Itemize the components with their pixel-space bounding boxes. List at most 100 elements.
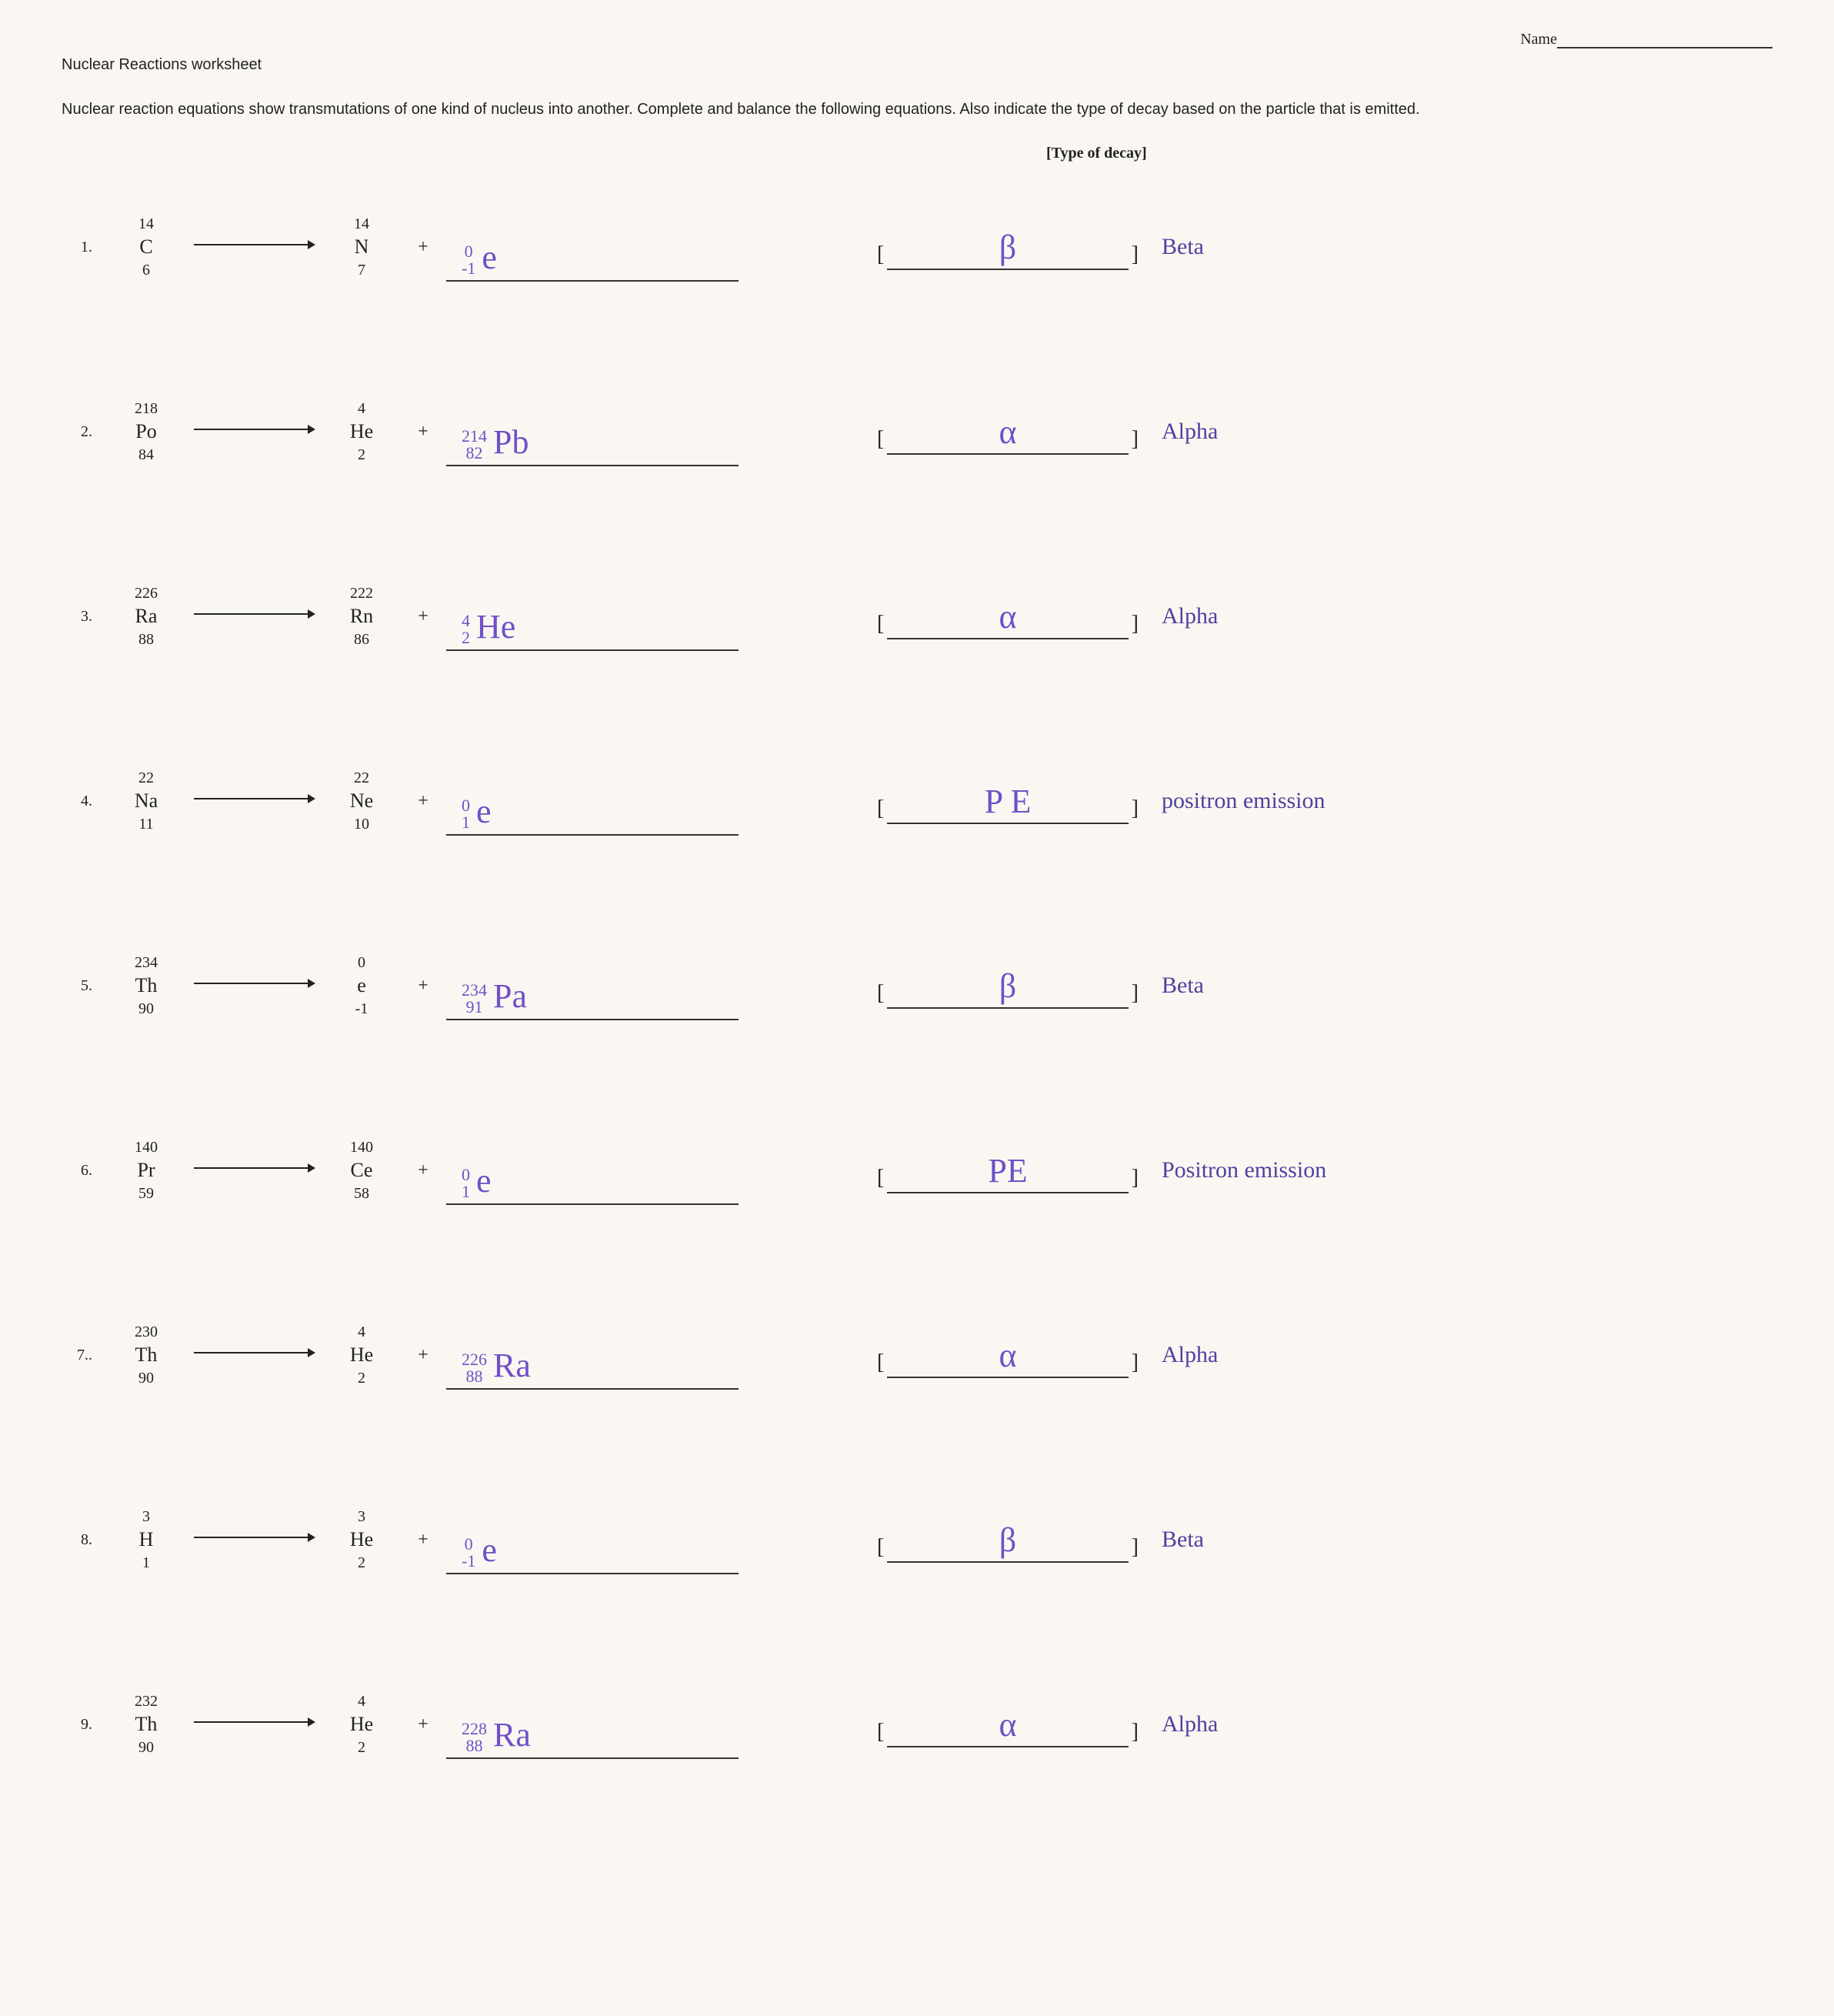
row-number: 8. [62, 1531, 108, 1549]
answer-blank[interactable]: 214 82 Pb [446, 420, 739, 466]
atomic-number: 2 [358, 445, 365, 465]
answer-mass: 228 [462, 1721, 487, 1737]
answer-blank[interactable]: 234 91 Pa [446, 974, 739, 1020]
decay-word: Alpha [1162, 603, 1218, 629]
atomic-number: 90 [138, 1368, 154, 1388]
answer-blank[interactable]: 0 -1 e [446, 1528, 739, 1574]
bracket-left: [ [877, 242, 884, 270]
element-symbol: N [355, 234, 369, 260]
answer-blank[interactable]: 0 1 e [446, 1159, 739, 1205]
decay-word: positron emission [1162, 788, 1325, 814]
reactant-nuclide: 22 Na 11 [108, 768, 185, 834]
decay-type-box: [ α ] [877, 1332, 1139, 1378]
element-symbol: Po [135, 419, 156, 445]
decay-blank[interactable]: α [887, 593, 1128, 639]
element-symbol: He [350, 1342, 373, 1368]
answer-z: -1 [462, 1553, 475, 1570]
mass-number: 14 [138, 214, 154, 234]
decay-symbol: P E [985, 782, 1032, 821]
plus-sign: + [400, 1160, 446, 1181]
element-symbol: Ne [350, 788, 373, 814]
bracket-left: [ [877, 427, 884, 455]
row-number: 9. [62, 1716, 108, 1734]
decay-blank[interactable]: P E [887, 778, 1128, 824]
decay-word: Beta [1162, 1527, 1204, 1553]
atomic-number: 2 [358, 1737, 365, 1757]
decay-word: Alpha [1162, 419, 1218, 445]
product-nuclide: 14 N 7 [323, 214, 400, 280]
atomic-number: 10 [354, 814, 369, 834]
reactant-nuclide: 234 Th 90 [108, 953, 185, 1019]
decay-type-box: [ β ] [877, 963, 1139, 1009]
answer-symbol: Ra [493, 1715, 531, 1754]
atomic-number: 11 [138, 814, 153, 834]
reaction-arrow [185, 976, 323, 996]
decay-blank[interactable]: PE [887, 1147, 1128, 1193]
atomic-number: 84 [138, 445, 154, 465]
row-number: 7.. [62, 1347, 108, 1364]
answer-mass: 234 [462, 982, 487, 999]
row-number: 3. [62, 608, 108, 626]
reactant-nuclide: 230 Th 90 [108, 1322, 185, 1388]
reactant-nuclide: 3 H 1 [108, 1507, 185, 1573]
reaction-arrow [185, 1530, 323, 1550]
decay-type-box: [ P E ] [877, 778, 1139, 824]
mass-number: 140 [135, 1137, 158, 1157]
element-symbol: Ra [135, 603, 158, 629]
element-symbol: Th [135, 973, 158, 999]
atomic-number: 2 [358, 1368, 365, 1388]
decay-type-box: [ α ] [877, 409, 1139, 455]
answer-mass: 214 [462, 428, 487, 445]
answer-blank[interactable]: 4 2 He [446, 605, 739, 651]
decay-blank[interactable]: β [887, 224, 1128, 270]
decay-symbol: β [999, 966, 1016, 1006]
answer-z: 88 [466, 1737, 483, 1754]
mass-number: 4 [358, 1691, 365, 1711]
product-nuclide: 4 He 2 [323, 1322, 400, 1388]
product-nuclide: 0 e -1 [323, 953, 400, 1019]
decay-type-box: [ α ] [877, 593, 1139, 639]
decay-blank[interactable]: α [887, 1332, 1128, 1378]
atomic-number: 1 [142, 1553, 150, 1573]
bracket-right: ] [1132, 427, 1139, 455]
bracket-right: ] [1132, 612, 1139, 639]
answer-blank[interactable]: 0 -1 e [446, 235, 739, 282]
decay-blank[interactable]: β [887, 963, 1128, 1009]
decay-symbol: α [999, 1705, 1016, 1744]
mass-number: 226 [135, 583, 158, 603]
bracket-left: [ [877, 796, 884, 824]
plus-sign: + [400, 1714, 446, 1735]
answer-z: 1 [462, 1183, 470, 1200]
name-label: Name [1520, 31, 1557, 48]
answer-blank[interactable]: 0 1 e [446, 789, 739, 836]
decay-word: Alpha [1162, 1711, 1218, 1737]
element-symbol: Th [135, 1342, 158, 1368]
bracket-left: [ [877, 1166, 884, 1193]
atomic-number: 6 [142, 260, 150, 280]
plus-sign: + [400, 976, 446, 996]
decay-symbol: α [999, 1336, 1016, 1375]
mass-number: 222 [350, 583, 373, 603]
atomic-number: 90 [138, 1737, 154, 1757]
answer-mass: 4 [462, 612, 470, 629]
row-number: 6. [62, 1162, 108, 1180]
answer-blank[interactable]: 228 88 Ra [446, 1713, 739, 1759]
decay-type-box: [ PE ] [877, 1147, 1139, 1193]
decay-word: Beta [1162, 234, 1204, 260]
decay-blank[interactable]: α [887, 1701, 1128, 1747]
decay-blank[interactable]: β [887, 1517, 1128, 1563]
equation-list: 1. 14 C 6 14 N 7 + 0 -1 e [ β ] Beta2. 2… [62, 193, 1772, 1778]
decay-blank[interactable]: α [887, 409, 1128, 455]
atomic-number: -1 [355, 999, 368, 1019]
equation-row: 9. 232 Th 90 4 He 2 + 228 88 Ra [ α ] Al… [62, 1671, 1772, 1778]
answer-symbol: Pb [493, 422, 529, 462]
product-nuclide: 222 Rn 86 [323, 583, 400, 649]
bracket-right: ] [1132, 981, 1139, 1009]
atomic-number: 88 [138, 629, 154, 649]
element-symbol: He [350, 419, 373, 445]
name-blank-line[interactable] [1557, 31, 1772, 48]
mass-number: 22 [138, 768, 154, 788]
product-nuclide: 4 He 2 [323, 1691, 400, 1757]
answer-mass: 0 [465, 243, 473, 260]
answer-blank[interactable]: 226 88 Ra [446, 1343, 739, 1390]
